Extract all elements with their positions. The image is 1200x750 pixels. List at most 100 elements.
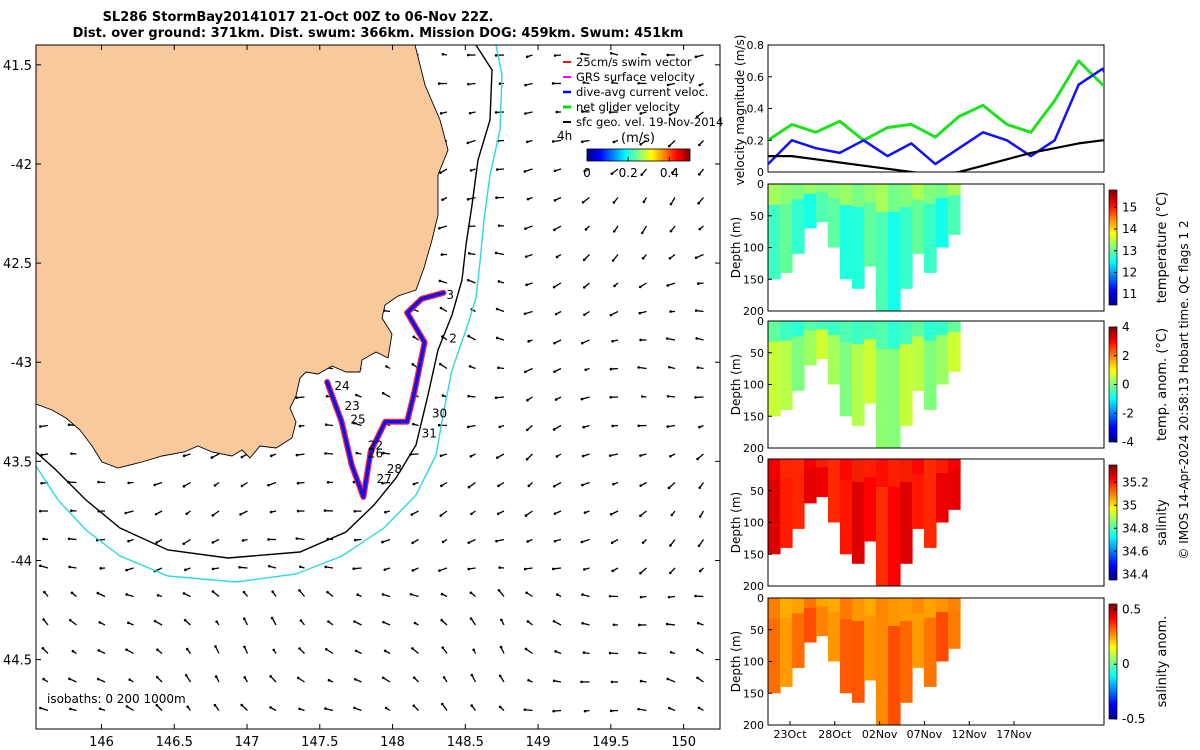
section-surface-layer	[912, 598, 925, 614]
section-surface-layer	[900, 598, 913, 622]
geo-velocity-arrow	[638, 366, 647, 370]
section-column	[924, 459, 937, 548]
section-ytick-label: 200	[743, 580, 764, 593]
geo-velocity-arrowhead	[440, 702, 444, 706]
geo-velocity-arrow	[471, 674, 477, 683]
title-line-2: Dist. over ground: 371km. Dist. swum: 36…	[73, 26, 684, 41]
map-xtick-label: 146.5	[156, 735, 193, 750]
geo-velocity-arrowhead	[524, 83, 527, 87]
legend-dive-label: dive-avg current veloc.	[576, 85, 709, 99]
geo-velocity-arrowhead	[639, 595, 643, 599]
geo-velocity-arrow	[581, 396, 590, 400]
section-column	[948, 598, 961, 649]
geo-velocity-arrowhead	[583, 313, 586, 316]
geo-velocity-arrowhead	[526, 398, 529, 402]
section-column	[924, 184, 937, 273]
section-colorbar	[1108, 464, 1118, 581]
section-colorbar-label: temperature (°C)	[1155, 192, 1170, 304]
section-column	[792, 459, 805, 529]
geo-velocity-arrowhead	[496, 512, 500, 516]
geo-velocity-arrowhead	[469, 591, 473, 595]
section-surface-layer	[768, 459, 781, 480]
section-surface-layer	[840, 321, 853, 342]
geo-velocity-arrow	[97, 592, 106, 598]
geo-velocity-arrowhead	[694, 256, 698, 259]
geo-velocity-arrowhead	[698, 173, 701, 176]
geo-velocity-arrowhead	[381, 391, 385, 395]
geo-velocity-arrowhead	[124, 511, 128, 515]
section-ytick-label: 100	[743, 379, 764, 392]
velocity-panel: 0 0.2 0.4 0.6 0.8 velocity magnitude (m/s)	[733, 35, 1105, 185]
section-column	[900, 598, 913, 703]
geo-velocity-arrowhead	[525, 457, 529, 461]
geo-velocity-arrowhead	[412, 335, 416, 339]
geo-velocity-arrowhead	[297, 676, 300, 680]
geo-velocity-arrowhead	[609, 313, 613, 317]
geo-velocity-arrowhead	[381, 676, 385, 680]
geo-velocity-arrowhead	[639, 112, 643, 115]
section-column	[768, 598, 781, 694]
section-surface-layer	[936, 598, 949, 612]
geo-velocity-arrowhead	[97, 649, 101, 652]
section-surface-layer	[936, 459, 949, 473]
geo-velocity-arrowhead	[269, 675, 272, 678]
geo-velocity-arrowhead	[642, 200, 646, 204]
velocity-ytick-label: 0.2	[747, 134, 765, 147]
geo-velocity-arrowhead	[500, 618, 503, 622]
section-column	[816, 459, 829, 498]
section-xtick-label: 07Nov	[907, 728, 943, 741]
colorbar-tick-label: 0	[583, 166, 591, 180]
geo-velocity-arrow	[353, 567, 362, 570]
geo-velocity-arrowhead	[667, 144, 671, 148]
section-colorbar-tick-label: -4	[1122, 435, 1134, 449]
geo-velocity-arrowhead	[640, 231, 644, 235]
section-surface-layer	[948, 184, 961, 196]
geo-velocity-arrowhead	[640, 395, 644, 398]
geo-velocity-arrowhead	[353, 509, 357, 513]
geo-velocity-arrowhead	[666, 284, 669, 287]
geo-velocity-arrowhead	[669, 454, 672, 458]
geo-velocity-arrowhead	[694, 396, 697, 399]
speed-colorbar	[586, 148, 691, 162]
geo-velocity-arrowhead	[525, 140, 529, 144]
geo-velocity-arrowhead	[411, 647, 414, 650]
geo-velocity-arrowhead	[551, 140, 555, 143]
side-caption: © IMOS 14-Apr-2024 20:58:13 Hobart time.…	[1177, 220, 1191, 559]
geo-velocity-arrowhead	[525, 283, 528, 287]
day-label: 22	[368, 438, 383, 452]
geo-velocity-arrowhead	[211, 590, 215, 593]
section-column	[816, 598, 829, 637]
velocity-ytick-label: 0.6	[747, 71, 765, 84]
section-ytick-label: 100	[743, 517, 764, 530]
geo-velocity-arrowhead	[526, 620, 530, 623]
section-column	[912, 459, 925, 529]
title-line-1: SL286 StormBay20141017 21-Oct 00Z to 06-…	[103, 10, 494, 25]
geo-velocity-arrowhead	[412, 676, 416, 679]
section-surface-layer	[828, 321, 841, 335]
geo-velocity-arrow	[696, 111, 704, 118]
map-ytick-label: 42.5	[3, 257, 32, 272]
geo-velocity-arrowhead	[466, 278, 470, 282]
geo-velocity-arrow	[183, 538, 191, 545]
geo-velocity-arrow	[524, 168, 533, 173]
section-column	[936, 459, 949, 523]
geo-velocity-arrowhead	[551, 567, 555, 571]
geo-velocity-arrow	[525, 367, 533, 373]
section-column	[924, 321, 937, 410]
section-surface-layer	[780, 459, 793, 479]
geo-velocity-arrowhead	[582, 286, 586, 289]
geo-velocity-arrowhead	[694, 594, 697, 598]
geo-velocity-arrowhead	[466, 197, 470, 201]
geo-velocity-arrowhead	[69, 707, 72, 711]
geo-velocity-arrowhead	[295, 453, 299, 457]
geo-velocity-arrowhead	[638, 311, 642, 315]
geo-velocity-arrowhead	[498, 82, 502, 85]
geo-velocity-arrowhead	[154, 512, 158, 516]
geo-velocity-arrowhead	[439, 171, 442, 174]
section-surface-layer	[876, 598, 889, 626]
geo-velocity-arrowhead	[551, 82, 555, 85]
section-column	[840, 459, 853, 555]
geo-velocity-arrowhead	[469, 617, 473, 620]
section-surface-layer	[924, 184, 937, 204]
geo-velocity-arrowhead	[39, 564, 42, 568]
